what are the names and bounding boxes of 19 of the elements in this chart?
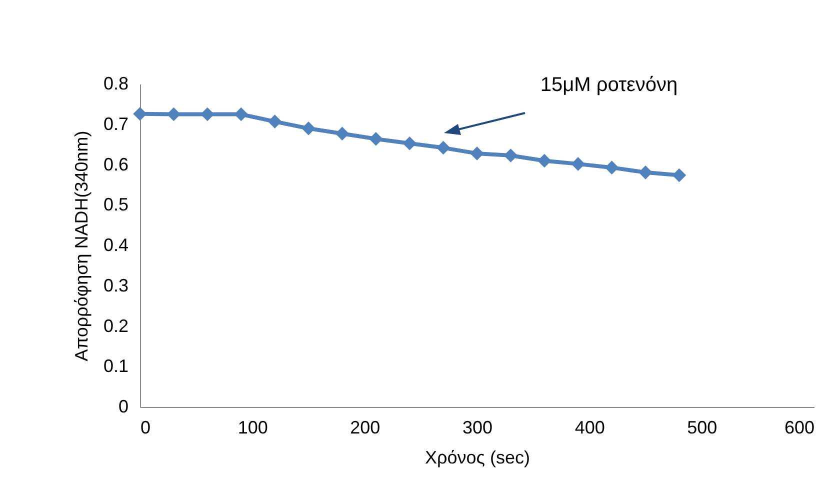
y-tick-label: 0 (118, 396, 128, 416)
y-tick-label: 0.1 (103, 356, 128, 376)
x-tick-label: 200 (350, 418, 380, 438)
y-tick-label: 0.3 (103, 275, 128, 296)
x-tick-label: 0 (140, 418, 151, 438)
x-axis-title: Χρόνος (sec) (425, 448, 530, 468)
y-tick-label: 0.2 (103, 316, 128, 336)
x-tick-label: 600 (784, 418, 814, 438)
y-tick-label: 0.7 (103, 114, 128, 134)
y-tick-label: 0.5 (103, 194, 128, 215)
y-axis-title: Απορρόφηση NADH(340nm) (71, 130, 92, 362)
x-tick-label: 100 (238, 418, 268, 438)
annotation: 15μM ροτενόνη (540, 74, 678, 96)
x-tick-label: 400 (574, 418, 605, 438)
y-tick-label: 0.8 (103, 74, 128, 94)
y-tick-label: 0.6 (103, 154, 128, 174)
x-tick-label: 300 (462, 418, 493, 438)
x-tick-label: 500 (687, 418, 718, 438)
y-tick-label: 0.4 (103, 235, 128, 255)
